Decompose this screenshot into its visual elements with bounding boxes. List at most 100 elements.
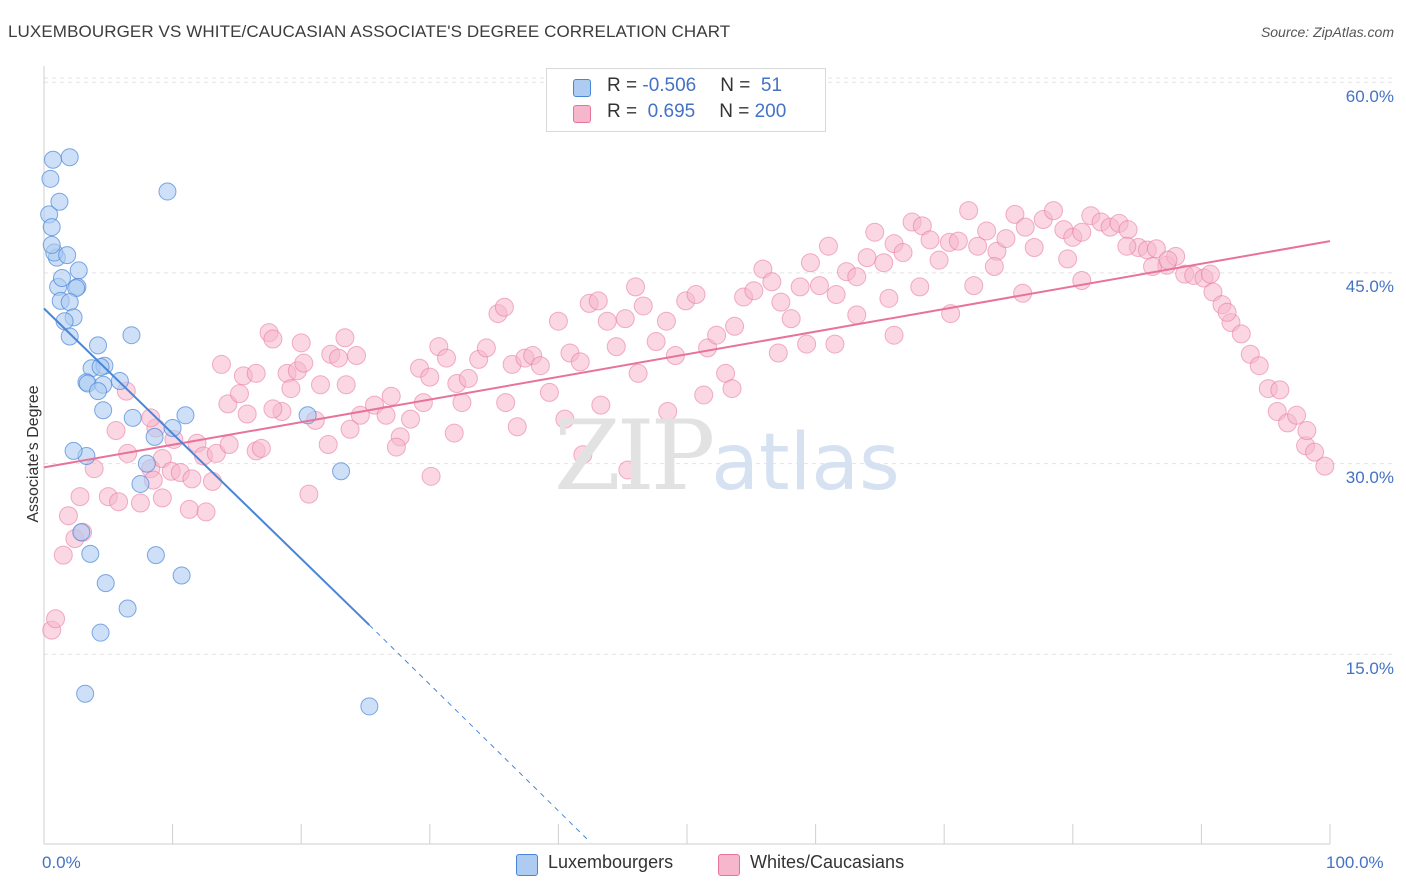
data-point-whites: [1005, 204, 1025, 224]
data-point-whites: [182, 469, 202, 489]
chart-title: LUXEMBOURGER VS WHITE/CAUCASIAN ASSOCIAT…: [8, 22, 731, 41]
data-point-whites: [401, 409, 421, 429]
data-point-whites: [879, 288, 899, 308]
data-point-whites: [826, 285, 846, 305]
data-point-luxembourgers: [89, 382, 108, 401]
data-point-whites: [152, 488, 172, 508]
data-point-whites: [237, 404, 257, 424]
data-point-luxembourgers: [53, 268, 72, 287]
data-point-whites: [58, 506, 78, 526]
legend-r-label: R =: [607, 101, 643, 122]
data-point-whites: [1231, 324, 1251, 344]
data-point-whites: [476, 338, 496, 358]
data-point-whites: [458, 368, 478, 388]
y-tick-label: 60.0%: [1345, 87, 1394, 106]
data-point-whites: [507, 417, 527, 437]
data-point-luxembourgers: [76, 684, 95, 703]
watermark-atlas: atlas: [711, 418, 900, 508]
data-point-whites: [1297, 421, 1317, 441]
data-point-whites: [893, 243, 913, 263]
legend-swatch: [573, 105, 591, 123]
data-point-luxembourgers: [42, 218, 61, 237]
y-tick-label: 30.0%: [1345, 468, 1394, 487]
data-point-luxembourgers: [158, 182, 177, 201]
data-point-whites: [959, 201, 979, 221]
data-point-luxembourgers: [91, 357, 110, 376]
data-point-whites: [920, 230, 940, 250]
data-point-whites: [437, 348, 457, 368]
data-point-whites: [1158, 250, 1178, 270]
data-point-whites: [1217, 302, 1237, 322]
data-point-luxembourgers: [44, 150, 63, 169]
data-point-luxembourgers: [42, 235, 61, 254]
data-point-whites: [386, 437, 406, 457]
data-point-whites: [70, 487, 90, 507]
data-point-whites: [790, 277, 810, 297]
data-point-luxembourgers: [60, 148, 79, 167]
legend-swatch: [718, 854, 740, 876]
trend-line-whites: [43, 240, 1331, 469]
trend-line-extension: [369, 624, 591, 843]
y-axis-label: Associate's Degree: [25, 385, 42, 523]
data-point-luxembourgers: [94, 401, 113, 420]
data-point-luxembourgers: [91, 623, 110, 642]
axes: [43, 66, 1331, 845]
data-point-luxembourgers: [81, 544, 100, 563]
data-point-whites: [1200, 264, 1220, 284]
data-point-whites: [588, 291, 608, 311]
data-point-whites: [694, 385, 714, 405]
data-point-whites: [1249, 356, 1269, 376]
x-tick-label: 0.0%: [42, 853, 81, 872]
legend-r-value: 0.695: [642, 101, 696, 122]
watermark-zip: ZIP: [554, 400, 715, 512]
data-point-whites: [964, 276, 984, 296]
data-point-whites: [781, 309, 801, 329]
data-point-whites: [744, 281, 764, 301]
data-point-luxembourgers: [89, 336, 108, 355]
data-point-whites: [874, 253, 894, 273]
data-point-whites: [722, 379, 742, 399]
data-point-whites: [211, 354, 231, 374]
data-point-whites: [106, 421, 126, 441]
data-point-whites: [570, 352, 590, 372]
legend: R = -0.506 N = 51 R = 0.695 N = 200: [546, 68, 826, 132]
data-point-luxembourgers: [64, 441, 83, 460]
legend-label: Whites/Caucasians: [750, 852, 905, 872]
data-point-whites: [1146, 239, 1166, 259]
data-point-luxembourgers: [96, 574, 115, 593]
data-point-whites: [555, 409, 575, 429]
data-point-whites: [847, 267, 867, 287]
data-point-whites: [847, 305, 867, 325]
data-point-whites: [310, 375, 330, 395]
data-point-whites: [335, 328, 355, 348]
data-point-whites: [263, 399, 283, 419]
legend-n-label: N =: [719, 101, 755, 122]
watermark: ZIPatlas: [554, 400, 900, 512]
data-point-whites: [219, 435, 239, 455]
data-point-whites: [818, 236, 838, 256]
data-point-whites: [771, 292, 791, 312]
data-point-whites: [658, 401, 678, 421]
data-point-whites: [420, 367, 440, 387]
data-point-whites: [452, 393, 472, 413]
data-point-whites: [346, 346, 366, 366]
data-point-whites: [1118, 220, 1138, 240]
data-point-luxembourgers: [172, 566, 191, 585]
data-point-whites: [202, 471, 222, 491]
data-point-whites: [251, 438, 271, 458]
data-point-whites: [1015, 217, 1035, 237]
data-point-whites: [1044, 201, 1064, 221]
data-point-whites: [707, 325, 727, 345]
legend-r-label: R =: [607, 75, 643, 96]
data-point-whites: [984, 257, 1004, 277]
data-point-whites: [606, 337, 626, 357]
data-point-luxembourgers: [118, 599, 137, 618]
legend-r-value: -0.506: [642, 75, 697, 96]
data-point-whites: [53, 545, 73, 565]
legend-swatch: [573, 79, 591, 97]
data-point-whites: [686, 285, 706, 305]
data-point-whites: [263, 329, 283, 349]
data-point-whites: [1315, 456, 1335, 476]
data-point-whites: [340, 419, 360, 439]
